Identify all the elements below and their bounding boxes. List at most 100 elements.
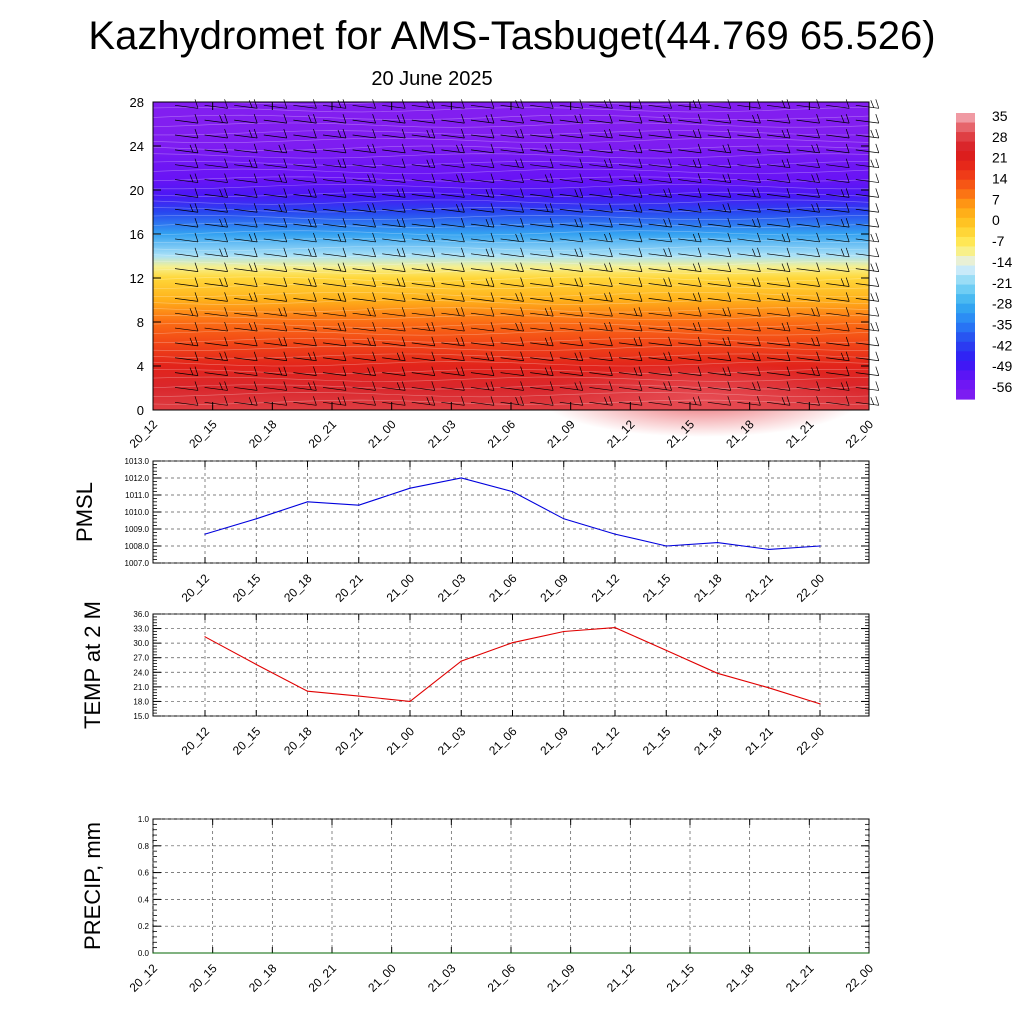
- wind-barb: [875, 143, 880, 153]
- wind-barb: [766, 268, 791, 272]
- wind-barb: [752, 115, 756, 123]
- pmsl-data-point: [358, 504, 360, 506]
- wind-barb: [441, 238, 465, 243]
- wind-barb: [707, 268, 731, 272]
- wind-barb: [253, 396, 258, 406]
- wind-barb: [530, 372, 554, 376]
- wind-barb: [372, 128, 376, 139]
- precip-data-point: [331, 952, 333, 954]
- wind-barb: [559, 238, 583, 243]
- colorbar-segment: [956, 341, 975, 352]
- wind-barb: [697, 381, 702, 391]
- wind-barb: [811, 144, 815, 153]
- wind-barb: [490, 321, 495, 332]
- wind-barb: [194, 262, 199, 272]
- wind-barb: [500, 149, 524, 154]
- wind-barb: [697, 143, 702, 153]
- wind-barb: [826, 164, 850, 169]
- wind-barb: [401, 277, 406, 287]
- wind-barb: [870, 293, 875, 301]
- y-tick-label: 4: [137, 359, 144, 374]
- wind-barb: [411, 164, 435, 169]
- temp-data-point: [306, 690, 309, 692]
- wind-barb: [352, 387, 376, 391]
- wind-barb: [559, 119, 583, 124]
- wind-barb: [194, 381, 199, 391]
- wind-barb: [253, 351, 258, 361]
- wind-barb: [692, 159, 697, 168]
- wind-barb: [604, 159, 608, 168]
- colorbar-segment: [956, 256, 975, 267]
- wind-barb: [766, 223, 791, 228]
- wind-barb: [461, 336, 465, 347]
- wind-barb: [396, 115, 401, 123]
- y-tick-label: 28: [130, 95, 144, 110]
- pmsl-data-point: [563, 518, 565, 520]
- wind-barb: [530, 283, 554, 287]
- precip-data-point: [510, 952, 512, 954]
- wind-barb: [559, 253, 583, 258]
- wind-barb: [431, 336, 436, 347]
- wind-barb: [470, 194, 495, 198]
- wind-barb: [490, 128, 495, 139]
- wind-barb: [263, 104, 287, 109]
- wind-barb: [618, 327, 643, 332]
- wind-barb: [278, 308, 283, 316]
- wind-barb: [752, 248, 756, 257]
- chart-title: Kazhydromet for AMS-Tasbuget(44.769 65.5…: [88, 14, 936, 58]
- wind-barb: [174, 104, 199, 109]
- wind-barb: [174, 119, 199, 124]
- wind-barb: [411, 179, 435, 183]
- wind-barb: [293, 283, 317, 287]
- x-tick-label: 21_00: [365, 417, 399, 451]
- wind-barb: [293, 253, 317, 258]
- wind-barb: [737, 253, 761, 258]
- wind-barb: [579, 396, 584, 406]
- wind-barb: [668, 307, 672, 317]
- wind-barb: [697, 351, 702, 361]
- x-tick-label: 20_12: [127, 417, 161, 451]
- pmsl-x-tick-label: 20_12: [179, 571, 213, 605]
- wind-barb: [174, 342, 199, 347]
- temp-y-tick-label: 36.0: [133, 610, 149, 619]
- wind-barb: [470, 179, 495, 183]
- wind-barb: [253, 114, 258, 124]
- wind-barb: [500, 223, 524, 228]
- wind-barb: [520, 128, 524, 139]
- wind-barb: [579, 99, 584, 109]
- wind-barb: [352, 104, 376, 109]
- wind-barb: [678, 298, 702, 302]
- precip-x-tick-label: 21_00: [365, 961, 399, 995]
- wind-barb: [367, 337, 371, 346]
- contour-line: [152, 161, 870, 167]
- wind-barb: [396, 248, 401, 257]
- wind-barb: [737, 283, 761, 287]
- pmsl-data-point: [409, 487, 411, 489]
- wind-barb: [382, 104, 406, 109]
- wind-barb: [638, 203, 643, 213]
- wind-barb: [248, 159, 253, 168]
- wind-barb: [638, 366, 643, 376]
- wind-barb: [313, 307, 317, 317]
- wind-barb: [875, 247, 880, 257]
- wind-barb: [781, 322, 786, 331]
- wind-barb: [845, 292, 850, 302]
- wind-barb: [352, 357, 376, 362]
- wind-barb: [618, 119, 643, 124]
- wind-barb: [559, 327, 583, 332]
- wind-barb: [194, 292, 199, 302]
- wind-barb: [372, 396, 376, 406]
- wind-barb: [826, 119, 850, 124]
- wind-barb: [174, 253, 199, 258]
- wind-barb: [544, 174, 549, 183]
- wind-barb: [293, 238, 317, 243]
- temp-y-tick-label: 18.0: [133, 697, 149, 706]
- y-tick-label: 0: [137, 403, 144, 418]
- wind-barb: [845, 232, 850, 243]
- wind-barb: [500, 372, 524, 376]
- wind-barb: [786, 114, 791, 124]
- wind-barb: [816, 217, 820, 228]
- wind-barb: [204, 179, 228, 183]
- wind-barb: [796, 401, 820, 406]
- pmsl-x-tick-label: 20_15: [230, 571, 264, 605]
